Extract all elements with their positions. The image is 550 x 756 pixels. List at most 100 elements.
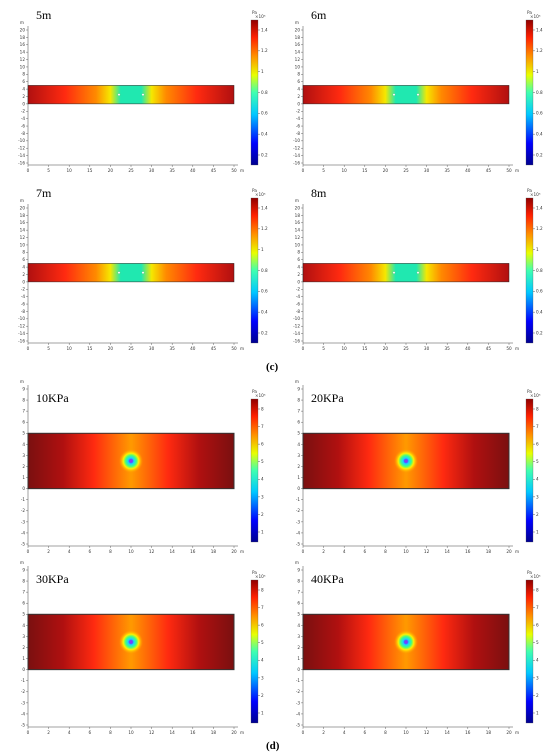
y-tick-label: -1 <box>296 678 301 683</box>
colorbar <box>250 197 259 344</box>
y-tick-label: 2 <box>297 645 300 650</box>
y-tick-label: 8 <box>22 578 25 583</box>
cavity-marker <box>392 271 396 275</box>
x-axis-unit: m <box>240 168 244 173</box>
y-tick-label: 6 <box>22 420 25 425</box>
x-axis-unit: m <box>515 730 519 735</box>
y-tick-label: 2 <box>22 464 25 469</box>
colorbar-unit: Pa <box>252 570 257 575</box>
section-label-c: (c) <box>266 361 279 373</box>
x-tick-label: 50 <box>506 168 512 173</box>
colorbar-tick-label: 3 <box>261 494 264 499</box>
cavity-marker <box>392 93 396 97</box>
x-tick-label: 14 <box>445 730 451 735</box>
x-tick-label: 10 <box>67 168 73 173</box>
y-tick-label: 6 <box>297 79 300 84</box>
colorbar-tick-label: 1 <box>536 710 539 715</box>
x-tick-label: 2 <box>47 549 50 554</box>
colorbar-tick-label: 2 <box>536 512 539 517</box>
colorbar-unit: Pa <box>252 10 257 15</box>
y-tick-label: 5 <box>297 431 300 436</box>
x-tick-label: 10 <box>128 730 134 735</box>
y-tick-label: -10 <box>18 138 25 143</box>
y-tick-label: -3 <box>21 519 26 524</box>
y-tick-label: 1 <box>22 656 25 661</box>
y-tick-label: 3 <box>297 453 300 458</box>
colorbar-tick-label: 0.6 <box>261 111 268 116</box>
y-axis-unit: m <box>20 198 24 203</box>
x-tick-label: 20 <box>108 346 114 351</box>
colorbar-exponent: ×10⁵ <box>530 574 541 579</box>
cavity-marker <box>141 271 145 275</box>
colorbar-tick-label: 1.2 <box>536 48 543 53</box>
x-tick-label: 0 <box>27 549 30 554</box>
y-axis-unit: m <box>20 560 24 565</box>
y-tick-label: -3 <box>296 519 301 524</box>
x-tick-label: 16 <box>465 549 471 554</box>
y-tick-label: 0 <box>297 486 300 491</box>
panel-d-40kpa: 40KPa 9 8 7 6 5 4 3 2 1 0 -1 -2 -3 -4 -5 m 0 2 4 6 8 10 12 14 16… <box>275 560 550 738</box>
y-tick-label: -8 <box>21 309 26 314</box>
colorbar-tick-label: 7 <box>536 424 539 429</box>
panel-c-7m: 7m 20 18 16 14 12 10 8 6 4 2 0 -2 -4 -6 -8 -10 -12 -14 -16… <box>0 178 275 356</box>
y-tick-label: 14 <box>20 228 26 233</box>
y-tick-label: 9 <box>22 386 25 391</box>
colorbar-tick-label: 8 <box>261 406 264 411</box>
y-tick-label: -5 <box>296 541 301 546</box>
tunnel-center <box>404 640 408 644</box>
colorbar-exponent: ×10⁵ <box>530 14 541 19</box>
y-tick-label: 0 <box>22 101 25 106</box>
panel-d-30kpa: 30KPa 9 8 7 6 5 4 3 2 1 0 -1 -2 -3 -4 -5 m 0 2 4 6 8 10 12 14 16… <box>0 560 275 738</box>
y-tick-label: 6 <box>22 79 25 84</box>
y-tick-label: -2 <box>296 689 301 694</box>
y-axis-unit: m <box>295 379 299 384</box>
y-tick-label: 8 <box>22 250 25 255</box>
y-tick-label: -5 <box>296 722 301 727</box>
colorbar-tick-label: 7 <box>261 605 264 610</box>
x-tick-label: 0 <box>302 346 305 351</box>
x-tick-label: 50 <box>231 168 237 173</box>
cavity-marker <box>117 271 121 275</box>
y-tick-label: 7 <box>22 590 25 595</box>
x-tick-label: 14 <box>170 730 176 735</box>
colorbar-exponent: ×10⁵ <box>255 14 266 19</box>
y-tick-label: 10 <box>20 242 26 247</box>
x-tick-label: 45 <box>211 168 217 173</box>
y-tick-label: -16 <box>293 338 300 343</box>
colorbar <box>250 398 259 543</box>
y-tick-label: 12 <box>295 235 301 240</box>
x-tick-label: 0 <box>27 168 30 173</box>
panel-title: 5m <box>36 8 52 22</box>
x-axis-unit: m <box>515 168 519 173</box>
x-tick-label: 4 <box>68 730 71 735</box>
colorbar-tick-label: 1.4 <box>261 27 268 32</box>
y-tick-label: -12 <box>18 146 25 151</box>
colorbar-tick-label: 1.4 <box>536 205 543 210</box>
y-tick-label: -1 <box>21 497 26 502</box>
y-tick-label: 4 <box>297 265 300 270</box>
y-tick-label: 14 <box>295 228 301 233</box>
y-axis-unit: m <box>295 20 299 25</box>
y-tick-label: -4 <box>296 530 301 535</box>
colorbar-unit: Pa <box>527 10 532 15</box>
y-tick-label: 16 <box>295 220 301 225</box>
colorbar-exponent: ×10⁵ <box>530 192 541 197</box>
y-tick-label: 18 <box>295 35 301 40</box>
y-tick-label: 4 <box>22 442 25 447</box>
colorbar-tick-label: 3 <box>261 675 264 680</box>
tunnel-center <box>404 459 408 463</box>
y-tick-label: -10 <box>293 316 300 321</box>
x-tick-label: 20 <box>231 549 237 554</box>
y-tick-label: 5 <box>22 431 25 436</box>
colorbar-tick-label: 1.2 <box>261 226 268 231</box>
x-tick-label: 12 <box>149 549 155 554</box>
colorbar-exponent: ×10⁵ <box>255 574 266 579</box>
colorbar-exponent: ×10⁵ <box>530 393 541 398</box>
panel-d-20kpa: 20KPa 9 8 7 6 5 4 3 2 1 0 -1 -2 -3 -4 -5 m 0 2 4 6 8 10 12 14 16… <box>275 379 550 557</box>
y-tick-label: -14 <box>293 153 300 158</box>
panel-c-6m: 6m 20 18 16 14 12 10 8 6 4 2 0 -2 -4 -6 -8 -10 -12 -14 -16… <box>275 0 550 178</box>
y-tick-label: 20 <box>20 27 26 32</box>
x-tick-label: 16 <box>190 549 196 554</box>
